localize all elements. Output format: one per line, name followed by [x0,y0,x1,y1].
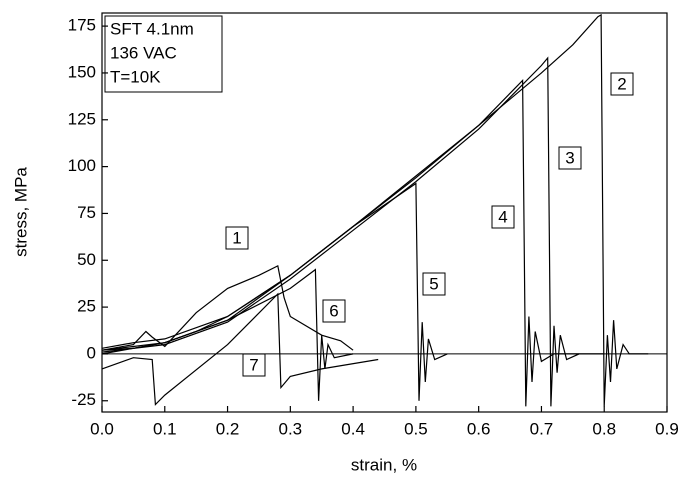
data-line [101,56,605,407]
y-tick-label: 50 [77,250,96,269]
series-label: 6 [329,301,338,320]
annotation: SFT 4.1nm [110,19,194,38]
series-label: 1 [232,228,241,247]
y-tick-label: 150 [68,62,96,81]
annotation: T=10K [110,67,161,86]
x-tick-label: 0.9 [655,419,679,438]
data-line [101,292,379,406]
x-tick-label: 0.8 [592,419,616,438]
x-tick-label: 0.1 [153,419,177,438]
series-label: 3 [565,148,574,167]
series-label-box [610,72,634,96]
y-tick-label: -25 [71,390,96,409]
x-tick-label: 0.0 [90,419,114,438]
x-axis-label: strain, % [351,455,417,474]
x-tick-label: 0.5 [404,419,428,438]
x-tick-label: 0.6 [467,419,491,438]
x-tick-label: 0.3 [279,419,303,438]
series-label-box [491,205,515,229]
series-label-box [558,146,582,170]
annotation: 136 VAC [110,43,177,62]
y-tick-label: 175 [68,16,96,35]
data-line [101,78,580,407]
plot-frame [101,12,668,413]
annotation-box [104,15,223,93]
y-tick-label: 100 [68,156,96,175]
series-label-box [322,299,346,323]
data-line [101,13,649,407]
y-tick-label: 0 [87,343,96,362]
y-tick-label: 125 [68,109,96,128]
y-axis-label: stress, MPa [11,167,30,257]
y-tick-label: 75 [77,203,96,222]
series-label: 7 [249,355,258,374]
x-tick-label: 0.4 [341,419,365,438]
x-tick-label: 0.7 [530,419,554,438]
series-label: 4 [498,207,507,226]
series-label: 2 [617,74,626,93]
series-label-box [225,226,249,250]
series-label-box [242,353,266,377]
data-line [101,182,448,401]
y-tick-label: 25 [77,297,96,316]
series-label: 5 [429,274,438,293]
series-label-box [422,272,446,296]
x-tick-label: 0.2 [216,419,240,438]
data-line [101,268,354,401]
